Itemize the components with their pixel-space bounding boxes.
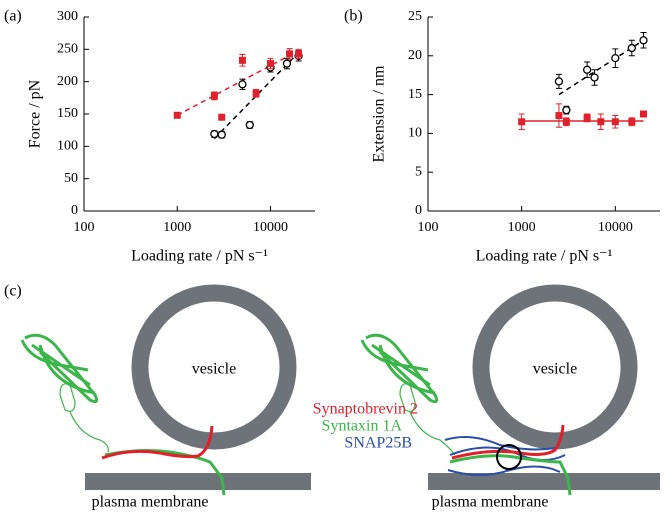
x-tick-label: 10000 <box>598 220 633 235</box>
point <box>627 43 636 53</box>
point <box>286 50 294 58</box>
y-tick-label: 150 <box>57 106 78 121</box>
membrane-shape <box>428 473 660 490</box>
point <box>555 112 563 120</box>
x-tick-label: 100 <box>74 220 95 235</box>
synaptobrevin-helix <box>101 425 214 460</box>
right-scene: vesicle plasma membrane <box>360 284 660 511</box>
y-tick-label: 25 <box>408 9 422 24</box>
syntaxin-linker <box>399 383 456 456</box>
y-tick-label: 5 <box>415 164 422 179</box>
left-scene: vesicle plasma membrane <box>20 284 311 511</box>
point <box>628 118 636 126</box>
point <box>554 77 564 86</box>
point <box>295 50 303 58</box>
point <box>518 118 526 126</box>
synaptobrevin-helix <box>451 424 565 460</box>
x-tick-label: 1000 <box>163 220 191 235</box>
y-tick-label: 0 <box>415 203 422 218</box>
point <box>583 114 591 122</box>
point <box>562 118 570 126</box>
point <box>210 92 218 100</box>
membrane-shape <box>85 473 311 490</box>
y-axis-label: Extension / nm <box>371 65 388 162</box>
legend-snap25: SNAP25B <box>344 435 412 452</box>
y-tick-label: 250 <box>57 42 78 57</box>
point <box>597 118 605 126</box>
point <box>640 110 648 118</box>
vesicle-shape <box>472 284 638 450</box>
chart: (b) 0 5 10 15 20 25 100 1000 10000 Extension / nm L… <box>344 8 660 265</box>
syntaxin-habc <box>360 333 439 404</box>
x-axis-label: Loading rate / pN s⁻¹ <box>476 248 613 265</box>
panel-label: (c) <box>4 283 22 300</box>
y-tick-label: 10 <box>408 126 422 141</box>
vesicle-label: vesicle <box>533 361 577 378</box>
x-axis-label: Loading rate / pN s⁻¹ <box>131 248 268 265</box>
chart: (a) 0 50 100 150 200 250 300 100 1000 10000 Force /… <box>4 8 315 265</box>
point <box>218 113 226 121</box>
point <box>173 111 181 119</box>
x-tick-label: 100 <box>418 220 439 235</box>
y-tick-label: 100 <box>57 139 78 154</box>
point <box>590 73 599 82</box>
y-tick-label: 20 <box>408 48 422 63</box>
point <box>245 120 254 130</box>
membrane-label: plasma membrane <box>92 494 209 511</box>
x-tick-label: 10000 <box>253 220 288 235</box>
point <box>210 129 219 139</box>
y-tick-label: 200 <box>57 74 78 89</box>
vesicle-label: vesicle <box>192 361 236 378</box>
point <box>611 53 620 63</box>
y-tick-label: 15 <box>408 87 422 102</box>
point <box>611 118 619 126</box>
vesicle-shape <box>131 284 297 450</box>
point <box>238 80 247 89</box>
point <box>252 89 260 97</box>
panel-label: (b) <box>344 8 363 25</box>
point <box>238 56 246 64</box>
point <box>282 59 292 68</box>
y-tick-label: 0 <box>71 203 78 218</box>
panel-label: (a) <box>4 8 22 25</box>
highlight-circle <box>496 444 522 470</box>
x-tick-label: 1000 <box>508 220 536 235</box>
syntaxin-linker <box>59 383 109 453</box>
syntaxin-habc <box>20 333 99 404</box>
point <box>639 36 648 45</box>
fit-line <box>176 49 299 116</box>
point <box>217 130 226 139</box>
legend-syntaxin: Syntaxin 1A <box>322 418 403 435</box>
legend-synaptobrevin: Synaptobrevin 2 <box>313 401 418 418</box>
point <box>582 65 592 74</box>
membrane-label: plasma membrane <box>432 494 549 511</box>
y-axis-label: Force / pN <box>27 79 44 148</box>
point <box>562 105 571 115</box>
point <box>267 60 275 68</box>
y-tick-label: 50 <box>64 171 78 186</box>
y-tick-label: 300 <box>57 9 78 24</box>
